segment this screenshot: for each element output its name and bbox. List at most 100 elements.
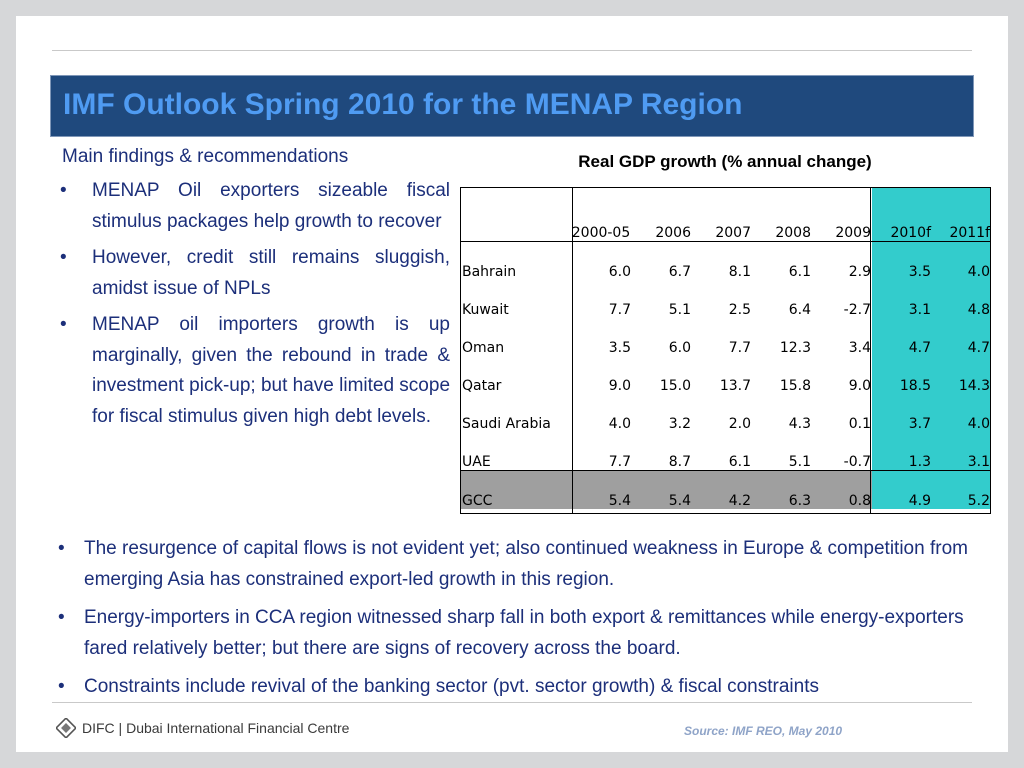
list-item: • Constraints include revival of the bank…: [58, 672, 988, 703]
table-cell: 2.9: [848, 264, 871, 280]
bullet-text: However, credit still remains sluggish, …: [92, 247, 450, 299]
slide-background: [16, 16, 1008, 752]
table-cell: 15.8: [779, 378, 811, 394]
title-bar: IMF Outlook Spring 2010 for the MENAP Re…: [50, 75, 974, 137]
table-cell: 8.1: [728, 264, 751, 280]
header-cell: 2006: [632, 187, 692, 242]
bullet-text: MENAP oil importers growth is up margina…: [92, 314, 451, 427]
table-cell-forecast: 18.5: [872, 356, 932, 394]
table-cell: 3.2: [668, 416, 691, 432]
list-item: • However, credit still remains sluggish,…: [58, 243, 450, 304]
header-cell: 2009: [812, 187, 872, 242]
table-cell: 6.0: [608, 264, 631, 280]
table-cell: -0.7: [812, 432, 872, 471]
table-header-row: 2000-05 2006 2007 2008 2009 2010f 2011f: [460, 187, 991, 242]
table-cell: 3.4: [848, 340, 871, 356]
table-row: Oman 3.5 6.0 7.7 12.3 3.4 4.7 4.7: [460, 318, 991, 356]
header-cell-forecast: 2010f: [872, 187, 932, 242]
table-cell: 6.3: [752, 470, 812, 509]
table-cell: 3.5: [608, 340, 631, 356]
bullet-marker: •: [60, 314, 67, 335]
table-cell: 6.1: [788, 264, 811, 280]
table-cell-forecast: 3.7: [872, 394, 932, 432]
table-cell-forecast: 3.1: [872, 280, 932, 318]
list-item: • The resurgence of capital flows is not …: [58, 534, 988, 595]
table-title: Real GDP growth (% annual change): [578, 152, 872, 171]
table-row-gcc-total: GCC 5.4 5.4 4.2 6.3 0.8 4.9 5.2: [460, 470, 991, 509]
table-cell-forecast: 5.2: [932, 470, 991, 509]
table-cell: 15.0: [659, 378, 691, 394]
bullet-marker: •: [58, 676, 65, 697]
table-cell: 2.0: [728, 416, 751, 432]
row-name: UAE: [460, 432, 570, 471]
table-cell: 7.7: [608, 302, 631, 318]
table-cell-forecast: 4.7: [872, 318, 932, 356]
table-divider: [572, 187, 573, 514]
footer-divider: [52, 702, 972, 703]
row-name: Kuwait: [462, 302, 509, 318]
subheading: Main findings & recommendations: [62, 146, 349, 167]
bullet-marker: •: [60, 180, 67, 201]
table-cell: 13.7: [719, 378, 751, 394]
bottom-bullet-list: • The resurgence of capital flows is not …: [58, 534, 988, 711]
table-cell: 5.4: [632, 470, 692, 509]
bullet-marker: •: [58, 538, 65, 559]
table-cell: 0.8: [812, 470, 872, 509]
row-name: Bahrain: [462, 264, 517, 280]
table-cell: 7.7: [728, 340, 751, 356]
table-row: UAE 7.7 8.7 6.1 5.1 -0.7 1.3 3.1: [460, 432, 991, 471]
table-cell: 6.7: [668, 264, 691, 280]
table-cell: -2.7: [843, 302, 871, 318]
row-name: Oman: [462, 340, 505, 356]
header-cell-forecast: 2011f: [932, 187, 991, 242]
table-row: Saudi Arabia 4.0 3.2 2.0 4.3 0.1 3.7 4.0: [460, 394, 991, 432]
table-cell: 4.2: [692, 470, 752, 509]
table-cell: 8.7: [632, 432, 692, 471]
slide-title: IMF Outlook Spring 2010 for the MENAP Re…: [63, 88, 743, 121]
table-cell: 4.0: [608, 416, 631, 432]
left-bullet-list: • MENAP Oil exporters sizeable fiscal sti…: [58, 176, 450, 438]
table-cell-forecast: 4.0: [932, 394, 991, 432]
list-item: • MENAP oil importers growth is up margin…: [58, 310, 450, 432]
table-cell-forecast: 4.7: [932, 318, 991, 356]
table-cell-forecast: 14.3: [932, 356, 991, 394]
table-cell: 2.5: [728, 302, 751, 318]
bullet-text: Constraints include revival of the banki…: [84, 676, 819, 697]
bullet-marker: •: [60, 247, 67, 268]
logo-text: DIFC | Dubai International Financial Cen…: [82, 720, 350, 736]
table-divider: [870, 187, 871, 514]
table-cell-forecast: 4.9: [872, 470, 932, 509]
header-cell: 2000-05: [570, 187, 632, 242]
table-cell: 6.0: [668, 340, 691, 356]
table-cell-forecast: 4.8: [932, 280, 991, 318]
table-cell: 6.1: [692, 432, 752, 471]
row-name: GCC: [460, 470, 570, 509]
difc-logo-icon: [56, 718, 76, 738]
row-name: Qatar: [462, 378, 502, 394]
table-cell: 7.7: [570, 432, 632, 471]
gdp-table: 2000-05 2006 2007 2008 2009 2010f 2011f …: [460, 187, 991, 509]
bullet-text: Energy-importers in CCA region witnessed…: [84, 607, 964, 659]
header-cell-empty: [460, 187, 570, 242]
table-cell: 5.4: [570, 470, 632, 509]
table-cell: 5.1: [752, 432, 812, 471]
bullet-marker: •: [58, 607, 65, 628]
table-cell: 4.3: [788, 416, 811, 432]
table-cell-forecast: 3.1: [932, 432, 991, 471]
list-item: • Energy-importers in CCA region witnesse…: [58, 603, 988, 664]
table-cell-forecast: 3.5: [872, 241, 932, 280]
row-name: Saudi Arabia: [462, 416, 551, 432]
table-cell: 6.4: [788, 302, 811, 318]
table-row: Bahrain 6.0 6.7 8.1 6.1 2.9 3.5 4.0: [460, 241, 991, 280]
difc-logo: DIFC | Dubai International Financial Cen…: [56, 718, 349, 738]
table-cell: 9.0: [848, 378, 871, 394]
list-item: • MENAP Oil exporters sizeable fiscal sti…: [58, 176, 450, 237]
table-row: Qatar 9.0 15.0 13.7 15.8 9.0 18.5 14.3: [460, 356, 991, 394]
header-cell: 2008: [752, 187, 812, 242]
table-cell: 0.1: [848, 416, 871, 432]
bullet-text: The resurgence of capital flows is not e…: [84, 538, 968, 590]
source-note: Source: IMF REO, May 2010: [684, 724, 843, 738]
bullet-text: MENAP Oil exporters sizeable fiscal stim…: [92, 180, 450, 232]
table-cell-forecast: 1.3: [872, 432, 932, 471]
table-cell-forecast: 4.0: [932, 241, 991, 280]
